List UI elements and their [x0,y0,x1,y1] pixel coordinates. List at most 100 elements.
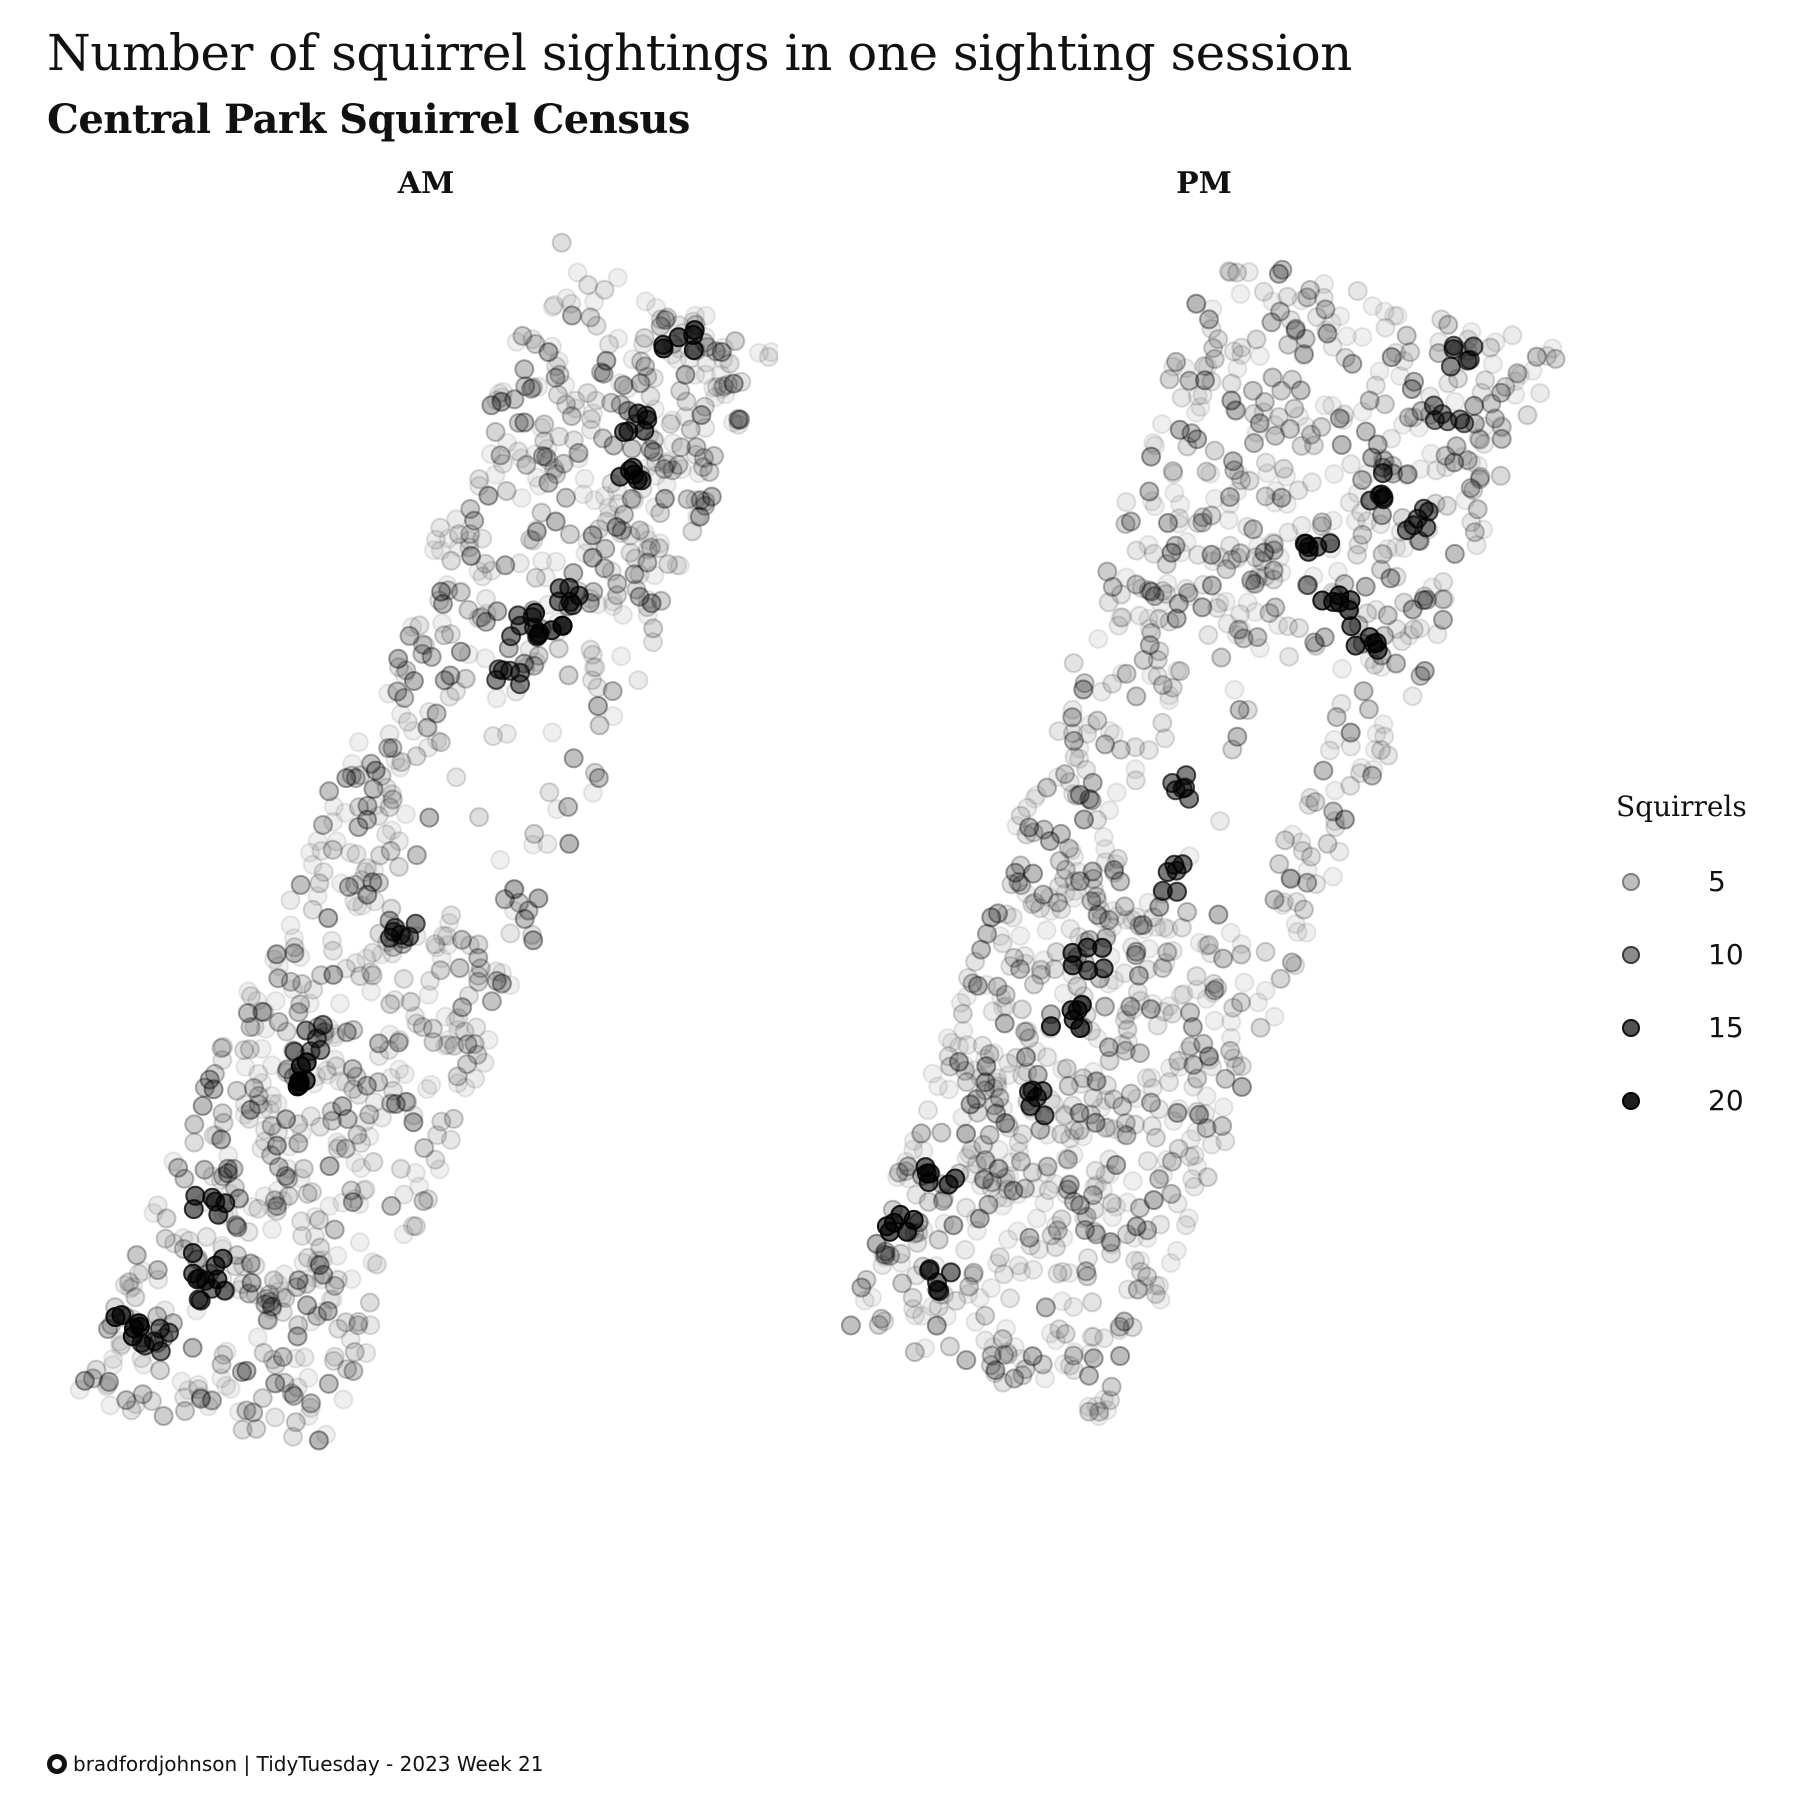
scatter-point [268,1273,289,1294]
scatter-point [1001,1152,1022,1173]
scatter-point [1437,495,1457,516]
scatter-point [905,1305,926,1326]
scatter-point [995,1187,1016,1208]
scatter-point [335,802,356,823]
scatter-point [544,460,564,481]
scatter-point [1006,815,1027,836]
scatter-point [125,1394,146,1415]
scatter-point [1091,1097,1112,1118]
scatter-point [376,824,397,845]
scatter-point [440,1129,461,1150]
scatter-point [116,1390,137,1411]
scatter-point [327,1245,348,1266]
scatter-point [553,453,574,474]
scatter-point [1184,1145,1205,1166]
scatter-point [1187,1101,1208,1122]
scatter-point [357,795,378,816]
scatter-point [469,469,490,490]
scatter-point-hotspot [208,1204,229,1225]
scatter-point [227,1080,247,1101]
scatter-point [1212,1116,1233,1136]
scatter-point [1291,832,1312,853]
scatter-point [103,1349,123,1369]
scatter-point [719,353,740,374]
scatter-point [283,1385,304,1406]
scatter-point [347,896,367,917]
scatter-point [1060,1128,1080,1149]
scatter-point [1300,787,1321,808]
scatter-point [606,517,627,538]
scatter-point [1219,494,1240,514]
scatter-point [430,517,451,538]
scatter-point [1081,1326,1102,1347]
legend-label: 20 [1708,1084,1744,1117]
scatter-point [1262,291,1283,312]
scatter-point [307,886,328,907]
scatter-point [1064,746,1085,767]
scatter-point [114,1275,135,1296]
scatter-point-hotspot [144,1331,165,1352]
scatter-point [997,1342,1018,1362]
scatter-point [1386,566,1407,587]
scatter-point [1158,919,1179,940]
scatter-point [644,565,665,586]
scatter-point [413,1191,434,1211]
scatter-point [533,446,553,467]
scatter-point [1402,599,1423,620]
scatter-point [1171,542,1192,563]
scatter-point [382,943,403,964]
scatter-point [1157,573,1178,594]
scatter-point [1082,1292,1103,1313]
scatter-point [1367,434,1388,455]
scatter-point [1187,385,1208,406]
scatter-point [973,1169,994,1190]
scatter-point [1495,376,1516,397]
scatter-point [1261,312,1282,333]
scatter-point [629,520,650,541]
scatter-point [449,537,470,558]
scatter-point [322,839,343,860]
scatter-point [1107,906,1128,927]
scatter-point [469,807,490,828]
scatter-point [509,553,530,574]
scatter-point [344,1342,365,1362]
scatter-point [493,382,514,402]
scatter-point [1130,990,1151,1011]
scatter-point-hotspot [653,334,674,355]
scatter-point [993,1098,1014,1119]
scatter-point [982,1001,1003,1022]
legend-key-dot [1622,1018,1640,1037]
scatter-point [682,521,703,542]
scatter-point [725,331,746,352]
scatter-point [575,543,596,564]
scatter-point [1058,838,1079,859]
scatter-point-hotspot [1022,1080,1043,1101]
scatter-point [426,529,446,550]
scatter-point [976,974,997,995]
scatter-point [327,1132,348,1153]
scatter-point [688,463,709,484]
scatter-point [1329,841,1350,862]
scatter-point [369,1033,389,1054]
scatter-point [481,991,502,1012]
scatter-point [274,1372,295,1393]
scatter-point [556,487,576,508]
scatter-point [1149,641,1170,662]
scatter-point [603,706,624,727]
scatter-point [335,1312,356,1333]
scatter-point [928,1229,949,1250]
scatter-point [385,750,406,771]
scatter-point [1011,1151,1031,1172]
scatter-point [182,1337,203,1358]
scatter-point [1169,1057,1190,1077]
scatter-point [389,1029,410,1050]
scatter-point [563,430,584,451]
scatter-point [251,1138,272,1159]
scatter-point [281,1383,302,1404]
scatter-point [677,489,698,510]
scatter-point [996,904,1017,925]
scatter-point [1371,740,1392,761]
scatter-point [695,305,716,326]
scatter-point [405,1163,426,1183]
scatter-point [998,1053,1019,1074]
